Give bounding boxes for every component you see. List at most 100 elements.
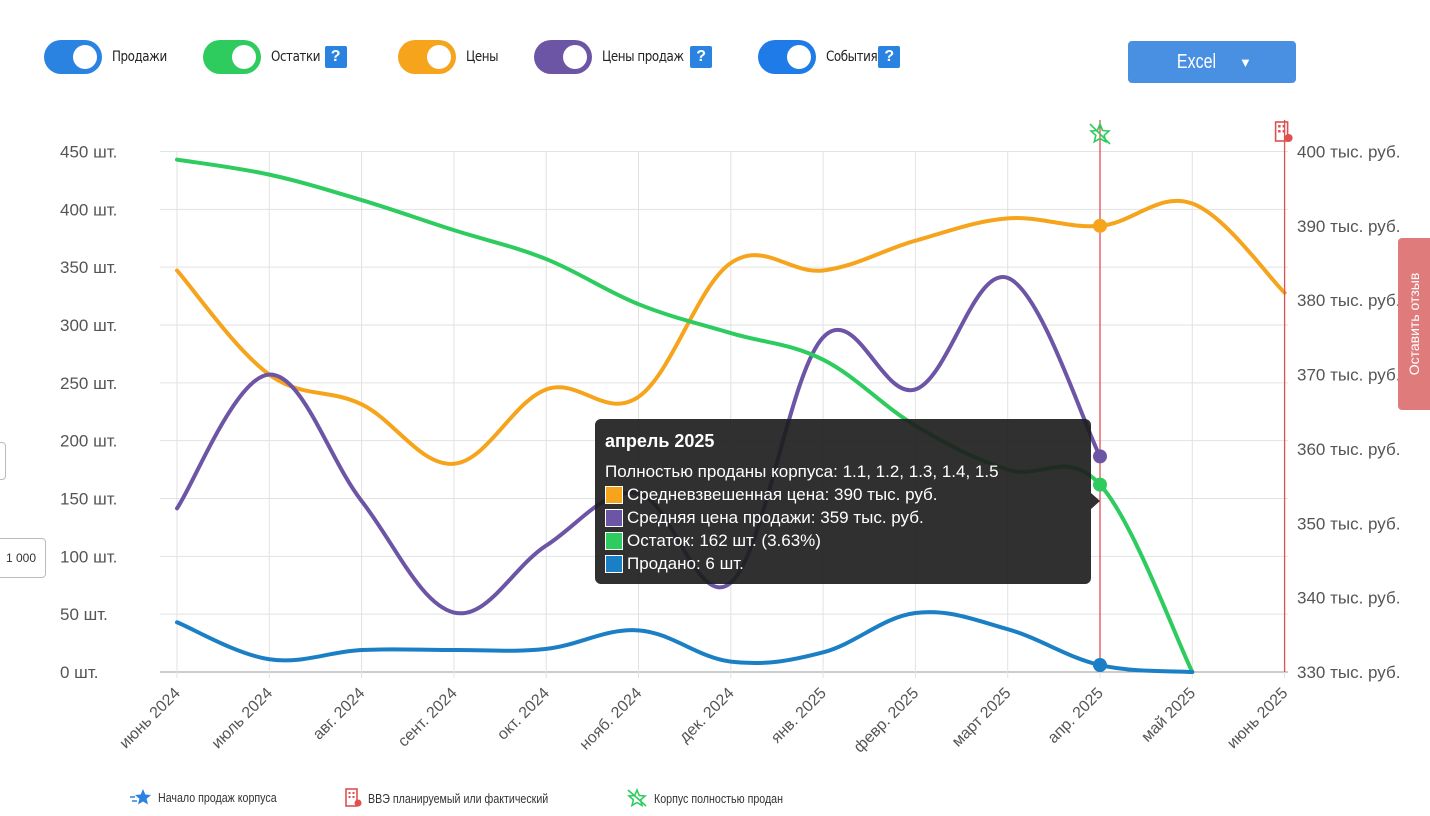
toggle-sale-prices-label: Цены продаж	[602, 49, 684, 65]
y-left-tick-label: 300 шт.	[60, 316, 117, 335]
x-tick-label: авг. 2024	[310, 685, 369, 744]
highlight-point-2	[1093, 477, 1107, 492]
series-line-2	[175, 157, 1195, 674]
highlight-point-0	[1093, 218, 1107, 233]
y-left-tick-label: 400 шт.	[60, 200, 117, 219]
toggle-knob	[787, 45, 811, 69]
x-tick-label: нояб. 2024	[577, 685, 646, 754]
toggle-knob	[73, 45, 97, 69]
toggle-knob	[563, 45, 587, 69]
x-tick-label: май 2025	[1138, 685, 1199, 746]
event-markers	[1089, 120, 1293, 672]
tooltip-text: Полностью проданы корпуса: 1.1, 1.2, 1.3…	[605, 461, 999, 481]
chart-tooltip: апрель 2025 Полностью проданы корпуса: 1…	[595, 419, 1100, 584]
legend-item-commissioning[interactable]: ВВЭ планируемый или фактический	[344, 788, 588, 808]
swatch-price	[605, 485, 623, 504]
toggle-events-group: События ?	[758, 40, 901, 74]
y-right-tick-label: 350 тыс. руб.	[1297, 514, 1400, 533]
tooltip-text: Продано: 6 шт.	[627, 553, 744, 573]
star-crossed-icon	[1089, 121, 1111, 145]
highlight-markers	[1093, 218, 1107, 673]
help-icon[interactable]: ?	[878, 46, 901, 68]
building-icon	[345, 788, 362, 807]
building-body	[1274, 121, 1289, 142]
toggle-sales[interactable]	[44, 40, 102, 74]
building-gear	[1284, 134, 1293, 142]
x-tick-label: сент. 2024	[395, 685, 461, 751]
toggle-prices[interactable]	[398, 40, 456, 74]
toggle-stock-group: Остатки ?	[203, 40, 347, 74]
side-control-value[interactable]: 1 000	[0, 538, 46, 578]
building-window	[1282, 125, 1286, 128]
toggle-events[interactable]	[758, 40, 816, 74]
legend-label: Корпус полностью продан	[654, 790, 784, 806]
y-right-tick-label: 380 тыс. руб.	[1297, 291, 1400, 310]
star-crossed-icon	[627, 788, 647, 808]
tooltip-line: Средневзвешенная цена: 390 тыс. руб.	[605, 483, 1081, 506]
x-tick-label: июнь 2024	[117, 685, 184, 752]
highlight-point-1	[1093, 449, 1107, 464]
tooltip-line: Полностью проданы корпуса: 1.1, 1.2, 1.3…	[605, 460, 1081, 483]
y-right-tick-label: 360 тыс. руб.	[1297, 440, 1400, 459]
building-window	[1282, 130, 1286, 133]
tooltip-text: Остаток: 162 шт. (3.63%)	[627, 530, 821, 550]
x-tick-label: апр. 2025	[1045, 685, 1107, 747]
swatch-stock	[605, 531, 623, 550]
series-line-3	[175, 610, 1195, 674]
y-left-tick-label: 450 шт.	[60, 143, 117, 162]
toggle-prices-group: Цены	[398, 40, 504, 74]
y-left-tick-label: 150 шт.	[60, 490, 117, 509]
tooltip-title: апрель 2025	[605, 431, 715, 451]
y-left-tick-label: 100 шт.	[60, 547, 117, 566]
x-tick-label: окт. 2024	[494, 685, 553, 744]
y-right-tick-label: 390 тыс. руб.	[1297, 217, 1400, 236]
excel-export-button[interactable]: Excel ▼	[1128, 41, 1296, 83]
y-left-tick-label: 50 шт.	[60, 605, 108, 624]
toggle-prices-label: Цены	[466, 49, 499, 65]
toggle-knob	[232, 45, 256, 69]
x-tick-label: янв. 2025	[768, 685, 830, 747]
tooltip-line: Остаток: 162 шт. (3.63%)	[605, 529, 1081, 552]
toggle-knob	[427, 45, 451, 69]
y-right-tick-label: 400 тыс. руб.	[1297, 143, 1400, 162]
excel-label: Excel	[1177, 50, 1217, 73]
legend-item-sold-out[interactable]: Корпус полностью продан	[626, 788, 811, 808]
legend-item-start[interactable]: Начало продаж корпуса	[130, 788, 303, 806]
x-tick-label: июнь 2025	[1224, 685, 1291, 752]
swatch-sold	[605, 554, 623, 573]
building-window	[1278, 125, 1281, 128]
y-right-tick-label: 370 тыс. руб.	[1297, 366, 1400, 385]
toggle-stock[interactable]	[203, 40, 261, 74]
toggle-sale-prices[interactable]	[534, 40, 592, 74]
x-tick-label: март 2025	[949, 685, 1015, 751]
caret-down-icon: ▼	[1239, 54, 1252, 70]
toggle-sales-label: Продажи	[112, 49, 167, 65]
grid	[160, 151, 1288, 678]
y-right-tick-label: 330 тыс. руб.	[1297, 663, 1400, 682]
legend-label: ВВЭ планируемый или фактический	[368, 790, 549, 806]
chart-area: 0 шт. 50 шт. 100 шт. 150 шт. 200 шт. 250 шт. 3…	[60, 120, 1400, 756]
y-right-tick-label: 340 тыс. руб.	[1297, 589, 1400, 608]
x-tick-label: дек. 2024	[676, 685, 737, 746]
help-icon[interactable]: ?	[690, 46, 713, 68]
star-outline	[1089, 121, 1111, 144]
tooltip-line: Средняя цена продажи: 359 тыс. руб.	[605, 506, 1081, 529]
help-icon[interactable]: ?	[324, 46, 347, 68]
tooltip-text: Средневзвешенная цена: 390 тыс. руб.	[627, 484, 938, 504]
tooltip-text: Средняя цена продажи: 359 тыс. руб.	[627, 507, 924, 527]
y-left-tick-label: 200 шт.	[60, 432, 117, 451]
toggle-stock-label: Остатки	[271, 49, 321, 65]
swatch-sale-price	[605, 508, 623, 527]
feedback-label: Оставить отзыв	[1406, 272, 1422, 376]
tooltip-line: Продано: 6 шт.	[605, 552, 1081, 575]
y-left-tick-label: 250 шт.	[60, 374, 117, 393]
side-control-edge[interactable]	[0, 442, 6, 480]
toggle-sale-prices-group: Цены продаж ?	[534, 40, 713, 74]
x-tick-label: июль 2024	[209, 685, 276, 752]
x-tick-label: февр. 2025	[851, 685, 922, 756]
feedback-tab[interactable]: Оставить отзыв	[1398, 238, 1430, 410]
building-icon	[1274, 121, 1293, 142]
toggle-events-label: События	[826, 49, 878, 65]
building-window	[1278, 130, 1281, 133]
highlight-point-3	[1093, 658, 1107, 673]
